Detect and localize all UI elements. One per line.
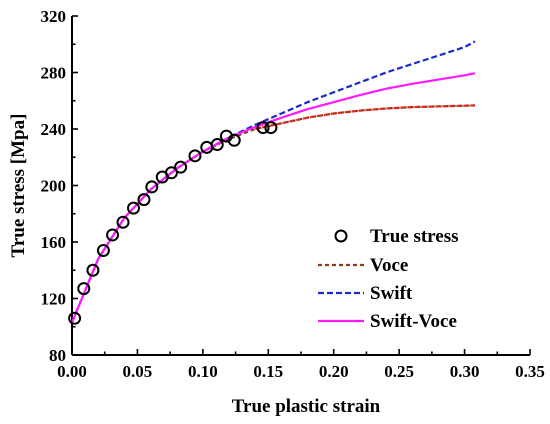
data-point bbox=[106, 228, 120, 242]
legend-label: True stress bbox=[370, 226, 458, 247]
y-tick-label: 80 bbox=[49, 346, 66, 365]
data-point bbox=[256, 121, 270, 135]
legend-label: Voce bbox=[370, 255, 408, 276]
x-tick-label: 0.05 bbox=[123, 362, 153, 381]
y-axis-title: True stress [Mpa] bbox=[8, 114, 29, 258]
data-point bbox=[145, 180, 159, 194]
data-point bbox=[116, 215, 130, 229]
legend-marker bbox=[334, 229, 348, 243]
series-layer bbox=[68, 40, 476, 325]
y-tick-label: 160 bbox=[41, 233, 67, 252]
series-line-voce-tail bbox=[254, 104, 476, 131]
data-point bbox=[127, 201, 141, 215]
data-point bbox=[227, 133, 241, 147]
data-point bbox=[137, 193, 151, 207]
data-point bbox=[164, 166, 178, 180]
x-axis-title: True plastic strain bbox=[232, 396, 381, 417]
y-tick-label: 280 bbox=[41, 64, 67, 83]
x-tick-label: 0.30 bbox=[450, 362, 480, 381]
legend-label: Swift bbox=[370, 283, 413, 304]
x-tick-label: 0.00 bbox=[57, 362, 87, 381]
legend: True stress Voce Swift Swift-Voce bbox=[318, 226, 458, 332]
data-point bbox=[174, 160, 188, 174]
data-point bbox=[68, 311, 82, 325]
data-point bbox=[210, 138, 224, 152]
data-point bbox=[86, 263, 100, 277]
y-tick-label: 240 bbox=[41, 120, 67, 139]
series-line-swift-voce bbox=[70, 72, 476, 323]
data-point bbox=[77, 282, 91, 296]
y-tick-label: 320 bbox=[41, 7, 67, 26]
y-tick-label: 200 bbox=[41, 177, 67, 196]
legend-label: Swift-Voce bbox=[370, 311, 457, 332]
x-tick-label: 0.15 bbox=[253, 362, 283, 381]
y-tick-label: 120 bbox=[41, 290, 67, 309]
data-point bbox=[188, 149, 202, 163]
series-line-swift bbox=[70, 40, 476, 323]
data-point bbox=[264, 121, 278, 135]
x-tick-label: 0.25 bbox=[384, 362, 414, 381]
x-tick-label: 0.20 bbox=[319, 362, 349, 381]
data-point bbox=[96, 243, 110, 257]
x-tick-label: 0.10 bbox=[188, 362, 218, 381]
plot-axes: 0.00 0.05 0.10 0.15 0.20 0.25 0.30 0.35 80 120 160… bbox=[41, 7, 545, 381]
x-tick-label: 0.35 bbox=[515, 362, 545, 381]
